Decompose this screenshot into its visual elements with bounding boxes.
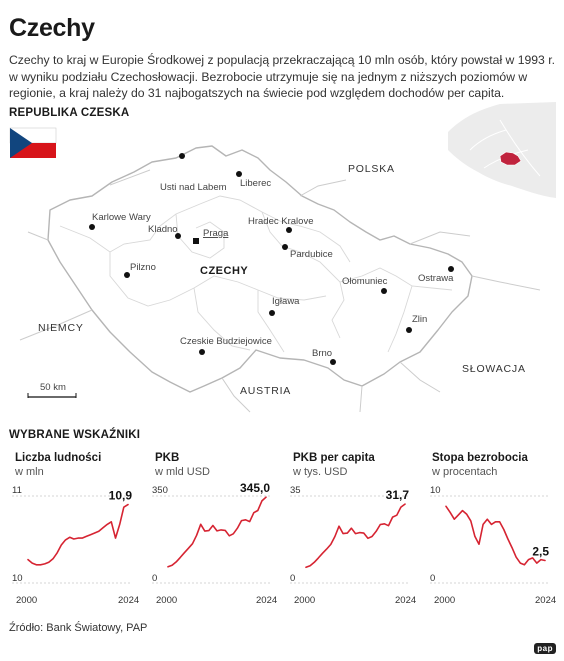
inset-locator-map: [448, 102, 556, 198]
series-line: [445, 505, 546, 566]
series-line: [305, 503, 406, 569]
page-title: Czechy: [9, 14, 95, 42]
city-label-ostrawa: Ostrawa: [418, 273, 454, 284]
city-label-karlowe-wary: Karlowe Wary: [92, 212, 151, 223]
x-tick-label-end: 2024: [535, 595, 556, 606]
y-tick-label-min: 10: [12, 573, 23, 584]
x-tick-label-start: 2000: [294, 595, 315, 606]
chart-title-population: Liczba ludności: [15, 452, 102, 464]
chart-unit-gdp-per-capita: w tys. USD: [293, 466, 348, 478]
series-line: [167, 496, 267, 568]
city-dot: [124, 272, 130, 278]
city-dot: [89, 224, 95, 230]
last-value-label: 345,0: [240, 481, 270, 495]
city-dot: [282, 244, 288, 250]
scale-bar: 50 km: [27, 382, 77, 398]
series-line: [27, 503, 129, 566]
source-note: Źródło: Bank Światowy, PAP: [9, 622, 148, 634]
city-label-brno: Brno: [312, 348, 332, 359]
neighbor-label-slowacja: SŁOWACJA: [462, 363, 526, 375]
city-label-pilzno: Pilzno: [130, 262, 156, 273]
city-label-liberec: Liberec: [240, 178, 271, 189]
x-tick-label-start: 2000: [434, 595, 455, 606]
x-tick-label-end: 2024: [395, 595, 416, 606]
city-dot: [269, 310, 275, 316]
city-label-usti: Usti nad Labem: [160, 182, 227, 193]
x-tick-label-end: 2024: [118, 595, 139, 606]
city-dot: [406, 327, 412, 333]
city-dot: [286, 227, 292, 233]
pap-logo: pap: [534, 643, 556, 654]
y-tick-label-max: 11: [12, 485, 22, 496]
y-tick-label-min: 0: [152, 573, 157, 584]
chart-title-gdp: PKB: [155, 452, 180, 464]
last-value-label: 10,9: [109, 489, 133, 503]
y-tick-label-max: 350: [152, 485, 168, 496]
last-value-label: 2,5: [532, 545, 549, 559]
city-label-kladno: Kladno: [148, 224, 178, 235]
city-dot: [236, 171, 242, 177]
indicators-section-title: WYBRANE WSKAŹNIKI: [9, 429, 141, 441]
country-label-czechy: CZECHY: [200, 265, 248, 277]
city-dot: [330, 359, 336, 365]
chart-title-gdp-per-capita: PKB per capita: [293, 452, 375, 464]
chart-title-unemployment: Stopa bezrobocia: [432, 452, 528, 464]
city-dot: [199, 349, 205, 355]
chart-unit-unemployment: w procentach: [432, 466, 498, 478]
neighbor-label-polska: POLSKA: [348, 163, 395, 175]
city-label-zlin: Zlin: [412, 314, 427, 325]
inset-czechia-highlight: [499, 151, 522, 166]
capital-marker-icon: [193, 238, 199, 244]
czech-flag-icon: [9, 127, 57, 158]
city-dot: [179, 153, 185, 159]
city-label-hradec-kralove: Hradec Kralove: [248, 216, 313, 227]
y-tick-label-min: 0: [290, 573, 295, 584]
chart-unit-gdp: w mld USD: [155, 466, 211, 478]
city-label-praga: Praga: [203, 228, 229, 239]
chart-unit-population: w mln: [15, 466, 44, 478]
lead-paragraph: Czechy to kraj w Europie Środkowej z pop…: [9, 53, 555, 101]
last-value-label: 31,7: [386, 488, 410, 502]
x-tick-label-start: 2000: [156, 595, 177, 606]
city-dot: [448, 266, 454, 272]
city-label-olomuniec: Ołomuniec: [342, 276, 388, 287]
map-section-title: REPUBLIKA CZESKA: [9, 107, 130, 119]
city-label-czeskie-budziejowice: Czeskie Budziejowice: [180, 336, 272, 347]
city-label-pardubice: Pardubice: [290, 249, 333, 260]
city-label-iglawa: Igława: [272, 296, 300, 307]
x-tick-label-end: 2024: [256, 595, 277, 606]
x-tick-label-start: 2000: [16, 595, 37, 606]
y-tick-label-min: 0: [430, 573, 435, 584]
czech-map: CZECHY POLSKA NIEMCY AUSTRIA SŁOWACJA Pr…: [9, 102, 556, 413]
neighbor-label-niemcy: NIEMCY: [38, 322, 84, 334]
neighbor-label-austria: AUSTRIA: [240, 385, 291, 397]
city-dot: [381, 288, 387, 294]
y-tick-label-max: 35: [290, 485, 301, 496]
city-dot: [175, 233, 181, 239]
y-tick-label-max: 10: [430, 485, 441, 496]
scale-label: 50 km: [40, 382, 66, 393]
